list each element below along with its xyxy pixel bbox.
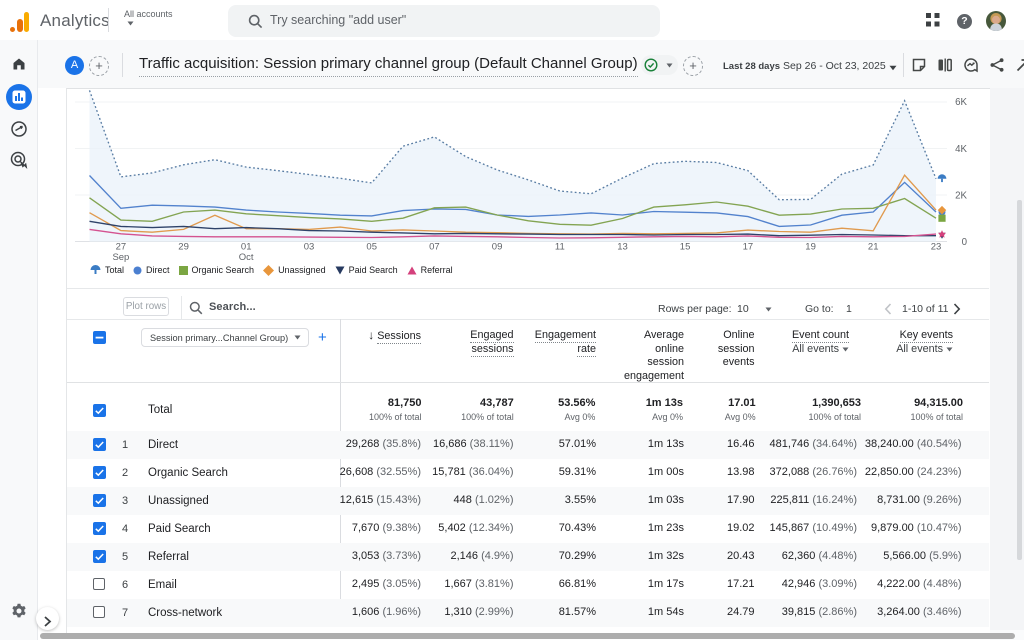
svg-text:2K: 2K: [955, 191, 967, 202]
svg-text:4K: 4K: [955, 144, 967, 155]
svg-text:09: 09: [492, 242, 503, 253]
svg-text:07: 07: [429, 242, 440, 253]
svg-text:6K: 6K: [955, 97, 967, 108]
svg-text:19: 19: [805, 242, 816, 253]
svg-text:21: 21: [868, 242, 879, 253]
svg-text:0: 0: [962, 237, 968, 248]
svg-text:29: 29: [178, 242, 189, 253]
svg-text:Oct: Oct: [239, 252, 254, 263]
svg-text:15: 15: [680, 242, 691, 253]
svg-text:23: 23: [931, 242, 942, 253]
svg-text:05: 05: [366, 242, 377, 253]
svg-text:11: 11: [555, 242, 565, 253]
svg-text:01: 01: [241, 242, 252, 253]
svg-text:Sep: Sep: [112, 252, 129, 263]
svg-text:27: 27: [116, 242, 127, 253]
svg-text:03: 03: [304, 242, 315, 253]
svg-text:13: 13: [617, 242, 628, 253]
svg-text:17: 17: [743, 242, 754, 253]
